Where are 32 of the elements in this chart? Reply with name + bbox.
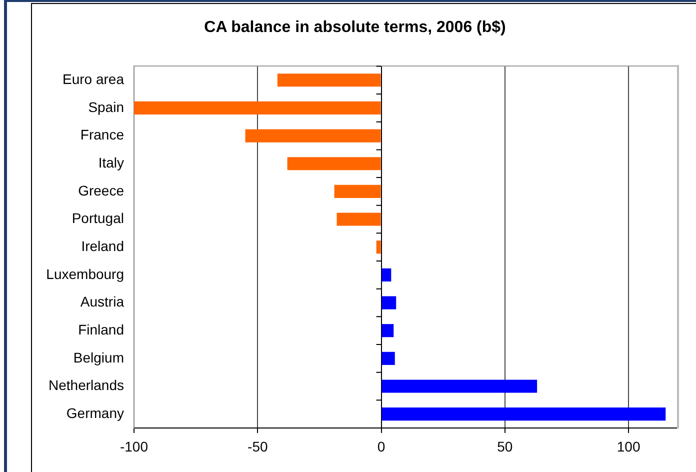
bar	[382, 380, 538, 393]
x-tick-label: 100	[616, 438, 640, 454]
y-tick-label: Netherlands	[48, 377, 124, 394]
bar	[376, 240, 381, 254]
y-tick-label: Portugal	[72, 210, 124, 226]
y-tick-label: Greece	[78, 182, 124, 198]
y-tick-label: Ireland	[81, 238, 124, 254]
bar	[382, 268, 392, 282]
bar	[334, 184, 381, 198]
x-tick-label: 50	[497, 438, 513, 454]
bar	[277, 74, 381, 87]
bar	[382, 324, 394, 338]
y-tick-label: Austria	[80, 294, 124, 310]
y-tick-label: Finland	[78, 321, 124, 338]
chart-title: CA balance in absolute terms, 2006 (b$)	[204, 19, 506, 36]
bar	[336, 212, 381, 226]
x-tick-label: -50	[248, 438, 268, 454]
x-tick-label: 0	[377, 438, 386, 454]
bar	[382, 296, 396, 310]
bar	[382, 352, 395, 365]
y-tick-label: Germany	[66, 404, 124, 421]
x-tick-label: -100	[120, 438, 148, 454]
bar	[287, 157, 381, 170]
bar	[245, 129, 381, 142]
bar	[134, 101, 381, 114]
y-tick-label: Italy	[98, 154, 124, 170]
y-tick-label: Luxembourg	[46, 266, 124, 282]
y-tick-label: Belgium	[73, 349, 124, 366]
y-tick-label: Spain	[88, 98, 124, 115]
y-tick-label: France	[80, 126, 124, 143]
y-tick-label: Euro area	[62, 70, 124, 87]
bar	[382, 408, 666, 421]
